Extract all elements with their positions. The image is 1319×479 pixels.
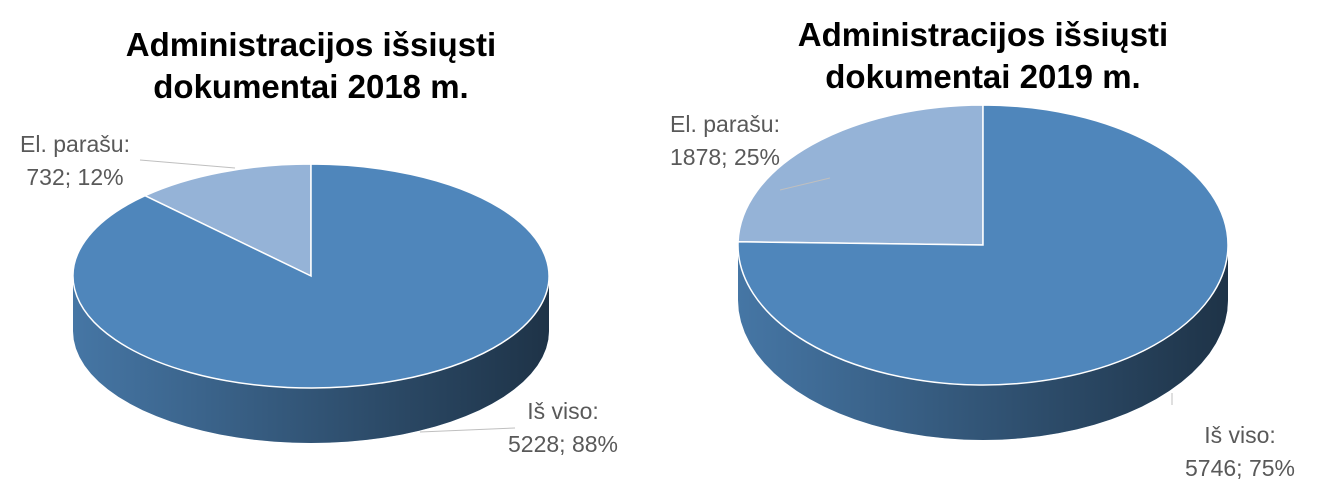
chart-title: Administracijos išsiųsti dokumentai 2018… — [125, 26, 497, 105]
data-label-value: 5228; 88% — [508, 431, 618, 457]
data-label-value: 5746; 75% — [1185, 455, 1295, 479]
data-label-category: El. parašu: — [670, 111, 780, 137]
pie-slice — [737, 104, 984, 246]
data-label-category: El. parašu: — [20, 131, 130, 157]
data-label-category: Iš viso: — [1204, 422, 1276, 448]
leader-line — [419, 427, 516, 433]
pie-slice — [143, 163, 312, 278]
pie-side-shade — [73, 276, 549, 443]
leader-line — [139, 159, 236, 169]
data-label-value: 732; 12% — [26, 164, 123, 190]
chart-title: Administracijos išsiųsti dokumentai 2019… — [797, 16, 1169, 95]
data-label-value: 1878; 25% — [670, 144, 780, 170]
leader-line — [779, 177, 831, 191]
pie-side-shade — [738, 245, 1228, 440]
pie-slice — [72, 163, 550, 389]
data-label-category: Iš viso: — [527, 398, 599, 424]
pie-slice — [737, 104, 1229, 386]
